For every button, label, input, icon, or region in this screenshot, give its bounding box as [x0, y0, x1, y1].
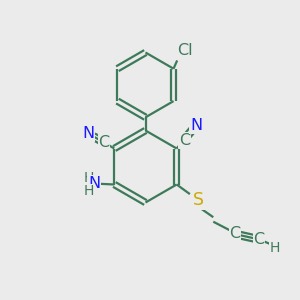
Text: H: H — [84, 171, 94, 184]
Text: C: C — [253, 232, 264, 247]
Text: N: N — [190, 118, 202, 133]
Text: C: C — [229, 226, 240, 241]
Text: H: H — [269, 241, 280, 255]
Text: H: H — [84, 184, 94, 198]
Text: C: C — [179, 133, 190, 148]
Text: S: S — [193, 191, 204, 209]
Text: C: C — [98, 135, 110, 150]
Text: Cl: Cl — [177, 43, 193, 58]
Text: N: N — [82, 126, 95, 141]
Text: N: N — [88, 176, 100, 190]
